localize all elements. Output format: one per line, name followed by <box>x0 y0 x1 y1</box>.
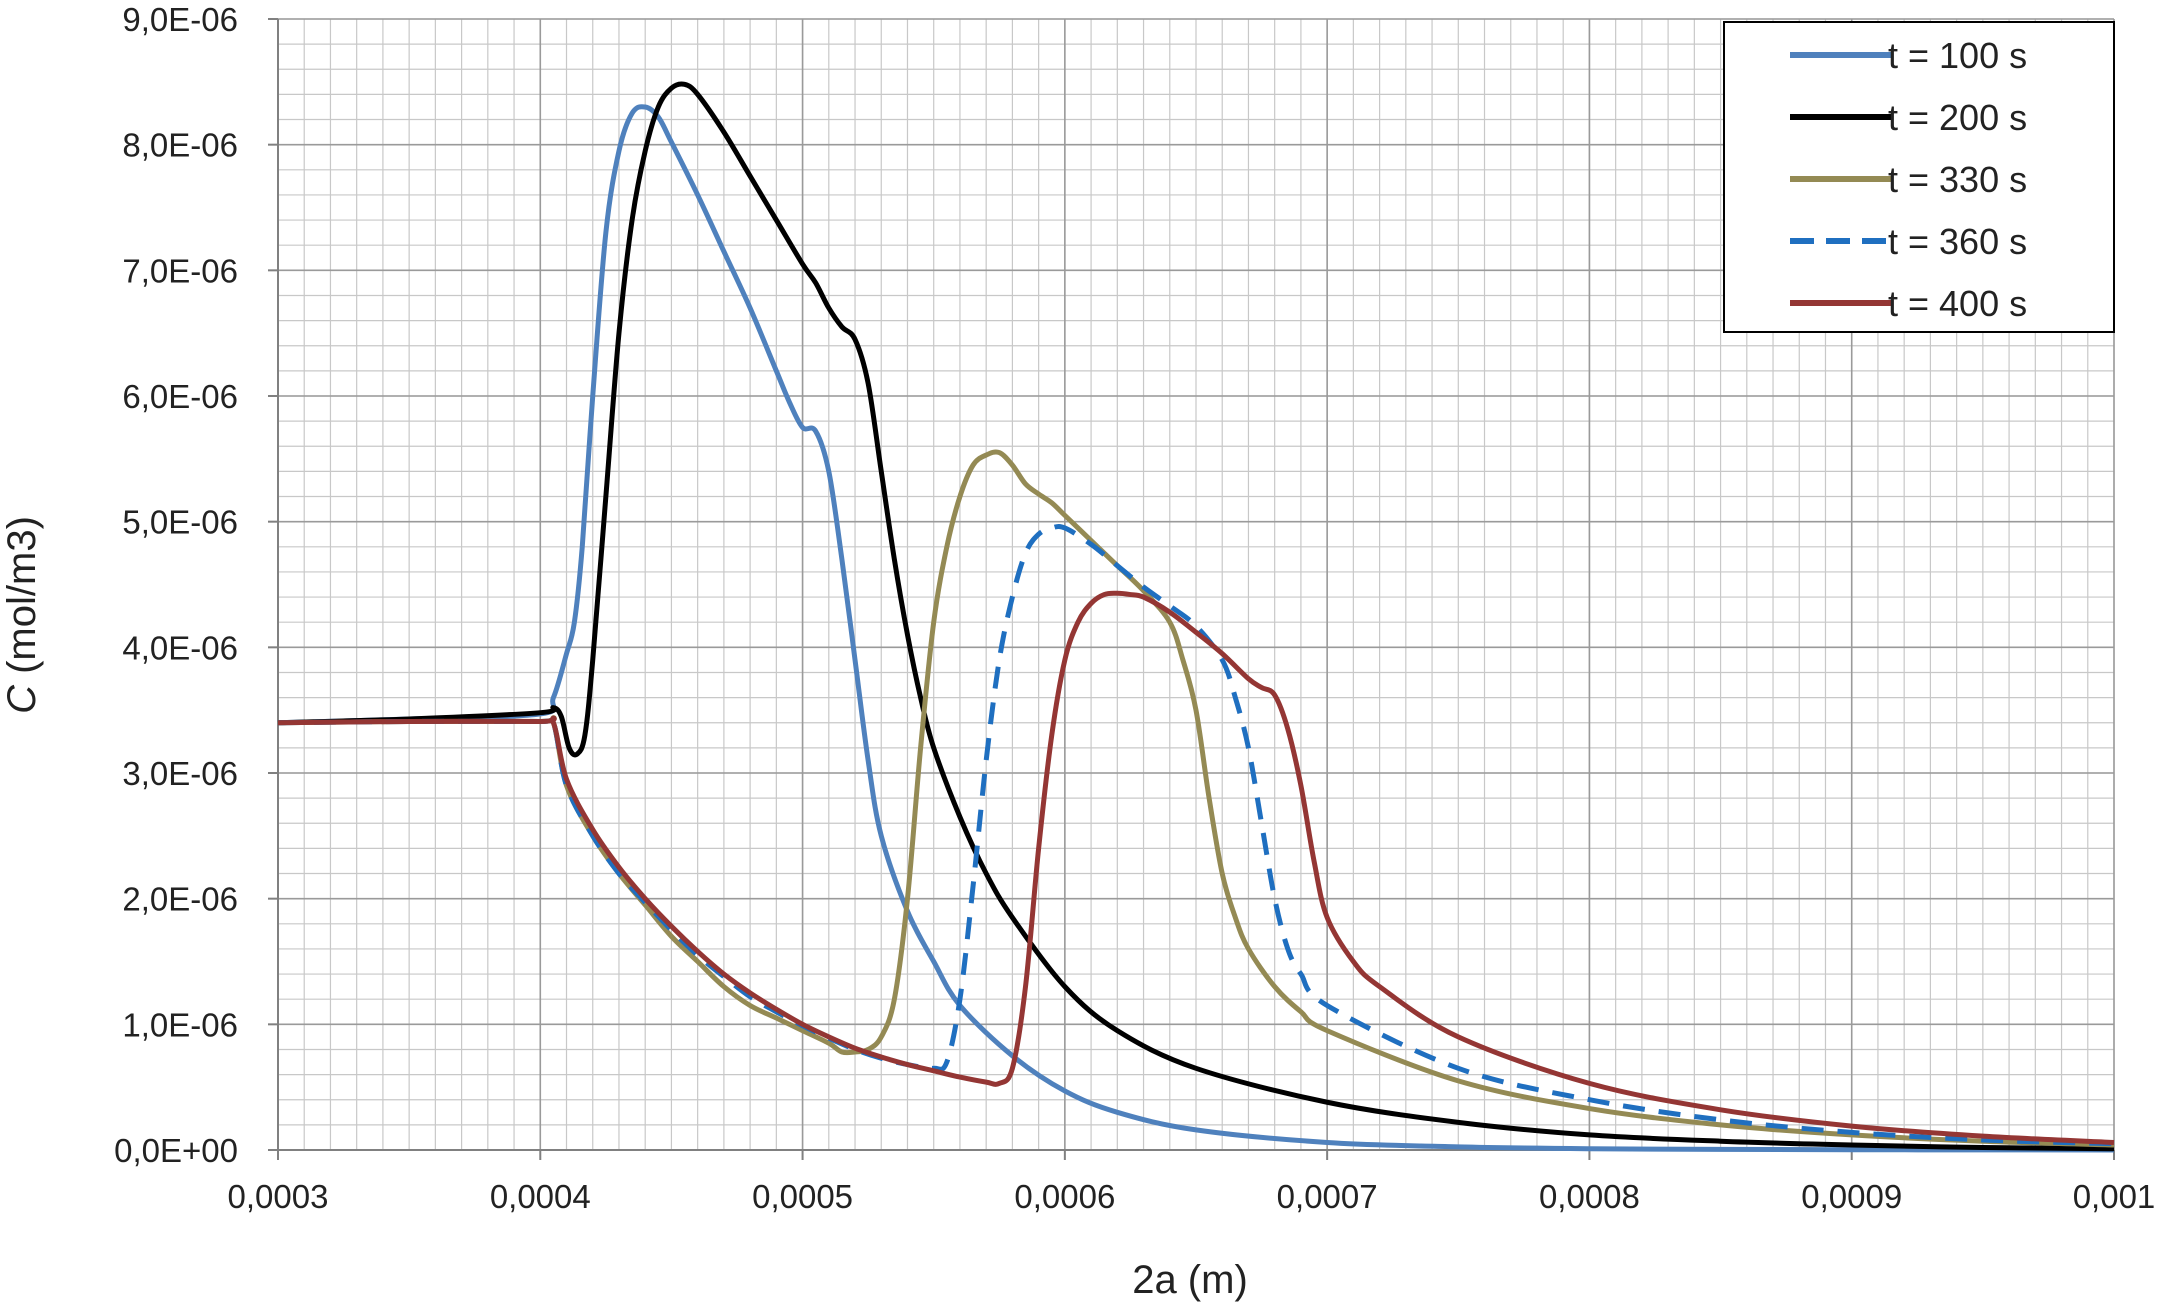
tick-labels: 0,0003 0,0004 0,0005 0,0006 0,0007 0,0008 0,00… <box>114 1 2155 1215</box>
y-tick-label: 0,0E+00 <box>114 1132 238 1169</box>
x-tick-label: 0,0005 <box>752 1178 853 1215</box>
y-tick-label: 2,0E-06 <box>122 881 238 918</box>
series-line-t-100-s <box>277 104 2115 1153</box>
series-line-t-200-s <box>277 81 2115 1152</box>
x-tick-label: 0,0006 <box>1014 1178 1115 1215</box>
x-tick-label: 0,0003 <box>228 1178 329 1215</box>
legend-label: t = 100 s <box>1888 35 2027 76</box>
y-tick-label: 7,0E-06 <box>122 252 238 289</box>
y-tick-label: 3,0E-06 <box>122 755 238 792</box>
y-tick-label: 9,0E-06 <box>122 1 238 38</box>
y-axis-title-units: (mol/m3) <box>0 516 44 685</box>
legend-label: t = 400 s <box>1888 283 2027 324</box>
x-axis-title: 2a (m) <box>1132 1258 1248 1302</box>
legend-label: t = 360 s <box>1888 221 2027 262</box>
legend-label: t = 200 s <box>1888 97 2027 138</box>
x-tick-label: 0,0004 <box>490 1178 591 1215</box>
series-line-t-400-s <box>277 590 2115 1145</box>
y-axis-title: C (mol/m3) <box>0 516 44 714</box>
series-lines <box>277 81 2115 1153</box>
y-tick-label: 6,0E-06 <box>122 378 238 415</box>
y-axis-title-symbol: C <box>0 684 44 714</box>
series-line-t-360-s <box>277 523 2115 1147</box>
y-tick-label: 5,0E-06 <box>122 504 238 541</box>
x-tick-label: 0,0007 <box>1277 1178 1378 1215</box>
x-tick-label: 0,0008 <box>1539 1178 1640 1215</box>
y-tick-label: 8,0E-06 <box>122 127 238 164</box>
legend: t = 100 s t = 200 s t = 330 s t = 360 s t = … <box>1723 21 2115 333</box>
y-tick-label: 1,0E-06 <box>122 1006 238 1043</box>
x-tick-label: 0,001 <box>2073 1178 2156 1215</box>
legend-label: t = 330 s <box>1888 159 2027 200</box>
x-tick-label: 0,0009 <box>1801 1178 1902 1215</box>
series-line-t-330-s <box>277 449 2115 1148</box>
legend-box <box>1723 21 2115 333</box>
y-tick-label: 4,0E-06 <box>122 629 238 666</box>
